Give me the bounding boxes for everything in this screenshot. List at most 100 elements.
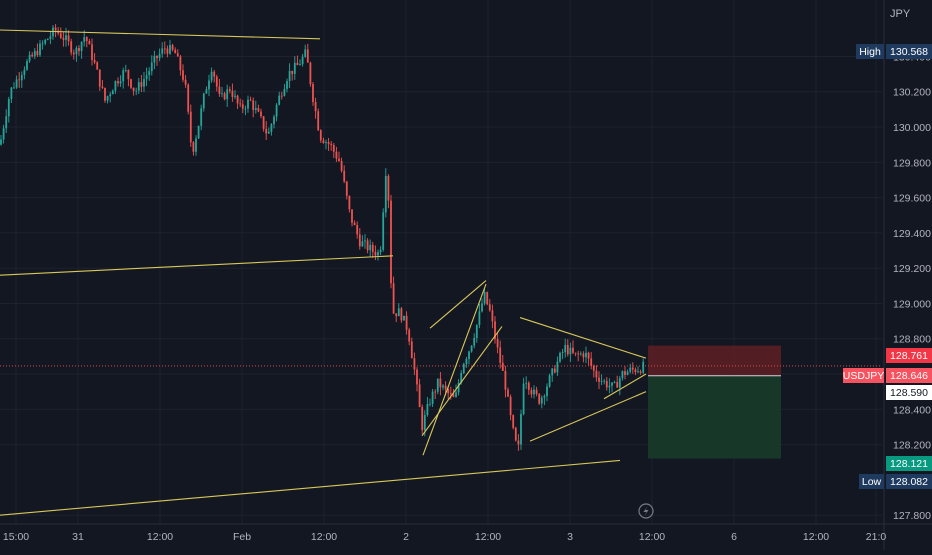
- candle-body: [569, 347, 572, 355]
- candle-body: [119, 81, 122, 84]
- candle-body: [322, 140, 325, 143]
- candle-body: [629, 367, 632, 372]
- candle-body: [93, 59, 96, 63]
- candle-body: [88, 41, 91, 45]
- candle-body: [195, 138, 197, 152]
- candle-body: [288, 70, 291, 82]
- candle-body: [205, 89, 208, 94]
- trendlines: [0, 29, 647, 516]
- trendline: [519, 317, 647, 359]
- candle-body: [117, 81, 119, 84]
- candle-body: [80, 41, 83, 52]
- candle-body: [293, 62, 296, 74]
- candle-body: [327, 142, 330, 144]
- candle-body: [468, 351, 470, 360]
- candle-body: [566, 344, 569, 355]
- candle-body: [616, 382, 619, 388]
- y-tick-label: 128.800: [893, 334, 931, 346]
- candle-body: [200, 108, 203, 126]
- candle-body: [223, 93, 226, 100]
- candle-body: [163, 48, 166, 50]
- candle-body: [122, 70, 125, 82]
- candle-body: [72, 52, 75, 55]
- entry-label: 128.590: [886, 385, 932, 400]
- candle-body: [7, 99, 10, 117]
- candle-body: [416, 369, 418, 385]
- y-tick-label: 127.800: [893, 510, 931, 522]
- candle-body: [257, 108, 260, 112]
- candle-body: [70, 41, 73, 53]
- lightning-icon[interactable]: [638, 503, 654, 519]
- candle-body: [353, 222, 356, 226]
- candle-body: [429, 403, 431, 405]
- candle-body: [465, 359, 468, 364]
- candle-body: [572, 347, 574, 353]
- candle-body: [179, 56, 182, 71]
- candle-body: [335, 151, 338, 159]
- candle-body: [455, 392, 457, 397]
- candle-body: [39, 43, 41, 56]
- candle-body: [462, 363, 465, 373]
- candle-body: [132, 87, 135, 91]
- candle-body: [260, 111, 262, 117]
- candle-body: [145, 75, 148, 80]
- candle-body: [213, 71, 216, 77]
- candle-body: [442, 385, 444, 388]
- candle-body: [49, 36, 52, 39]
- candle-body: [361, 241, 364, 247]
- candle-body: [509, 396, 512, 416]
- candle-body: [608, 385, 611, 388]
- candle-body: [304, 49, 307, 57]
- candle-body: [338, 158, 340, 161]
- candle-body: [384, 175, 387, 213]
- high-value: 130.568: [890, 46, 928, 58]
- candle-body: [36, 50, 39, 56]
- candle-body: [431, 391, 434, 404]
- candle-body: [613, 382, 616, 383]
- candle-body: [189, 111, 192, 143]
- price-labels: High 130.568 128.761 USDJPY 128.646 128.…: [843, 44, 932, 489]
- candle-body: [127, 69, 130, 80]
- candle-body: [343, 170, 346, 182]
- candle-body: [626, 371, 629, 375]
- candle-body: [184, 79, 187, 85]
- candle-body: [161, 48, 164, 54]
- candle-body: [254, 108, 257, 111]
- candle-body: [374, 251, 377, 256]
- take-profit-zone: [648, 375, 781, 459]
- candle-body: [535, 389, 538, 394]
- target-value: 128.121: [890, 458, 928, 470]
- candle-body: [590, 358, 593, 366]
- candle-body: [561, 352, 564, 353]
- candle-body: [111, 90, 114, 95]
- candle-body: [514, 427, 517, 441]
- candle-body: [158, 53, 161, 59]
- trendline: [0, 459, 621, 516]
- candle-body: [582, 353, 585, 358]
- candle-body: [278, 95, 281, 105]
- candle-body: [366, 240, 369, 251]
- x-tick-label: 2: [403, 531, 409, 543]
- candle-body: [280, 95, 283, 97]
- candle-body: [140, 82, 143, 87]
- candle-body: [639, 371, 642, 373]
- candle-body: [473, 337, 476, 346]
- candle-body: [221, 93, 223, 95]
- trendline: [0, 255, 394, 276]
- time-axis[interactable]: 15:00 31 12:00 Feb 12:00 2 12:00 3 12:00 6 12:00 21…: [0, 523, 932, 543]
- candle-body: [124, 69, 127, 71]
- candle-body: [75, 47, 78, 55]
- candle-body: [377, 252, 379, 256]
- candle-body: [481, 303, 483, 312]
- x-tick-label: 12:00: [639, 531, 665, 543]
- candle-body: [192, 142, 195, 152]
- candle-body: [364, 240, 366, 242]
- candle-body: [546, 386, 548, 397]
- symbol-tag: USDJPY: [843, 370, 884, 382]
- stop-label: 128.761: [886, 348, 932, 363]
- price-axis[interactable]: JPY 130.400130.200130.000129.800129.6001…: [883, 0, 931, 550]
- candle-body: [579, 353, 582, 355]
